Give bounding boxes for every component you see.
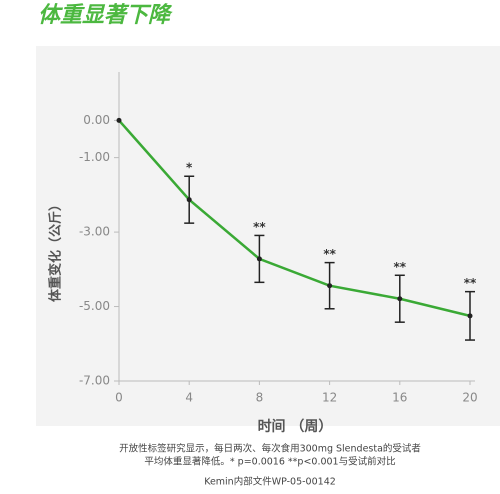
data-point [467,313,473,319]
x-tick-label: 20 [462,391,477,405]
x-tick-label: 4 [185,391,193,405]
footnote: 开放性标签研究显示，每日两次、每次食用300mg Slendesta的受试者 [119,443,421,455]
footnote: 平均体重显著降低。* p=0.0016 **p<0.001与受试前对比 [144,456,395,468]
y-tick-label: -7.00 [79,374,110,388]
significance-label: ** [323,247,336,261]
data-point [116,117,122,123]
y-axis-label: 体重变化（公斤） [48,198,64,302]
data-point [186,197,192,203]
data-line [118,119,471,318]
significance-label: ** [464,276,477,290]
significance-label: * [186,161,193,175]
x-axis-label: 时间 （周） [258,418,333,435]
y-tick-label: -1.00 [79,150,110,164]
y-tick-label: -3.00 [79,225,110,239]
data-point [327,283,333,289]
data-point [256,256,262,262]
plot-panel [36,46,500,426]
significance-label: ** [394,260,407,274]
y-tick-label: -5.00 [79,299,110,313]
x-tick-label: 16 [392,391,407,405]
chart-title: 体重显著下降 [38,3,173,28]
source: Kemin内部文件WP-05-00142 [204,476,336,488]
x-tick-label: 12 [322,391,337,405]
y-tick-label: 0.00 [83,113,110,127]
x-tick-label: 8 [256,391,264,405]
significance-label: ** [253,220,266,234]
x-tick-label: 0 [115,391,123,405]
data-point [397,296,403,302]
